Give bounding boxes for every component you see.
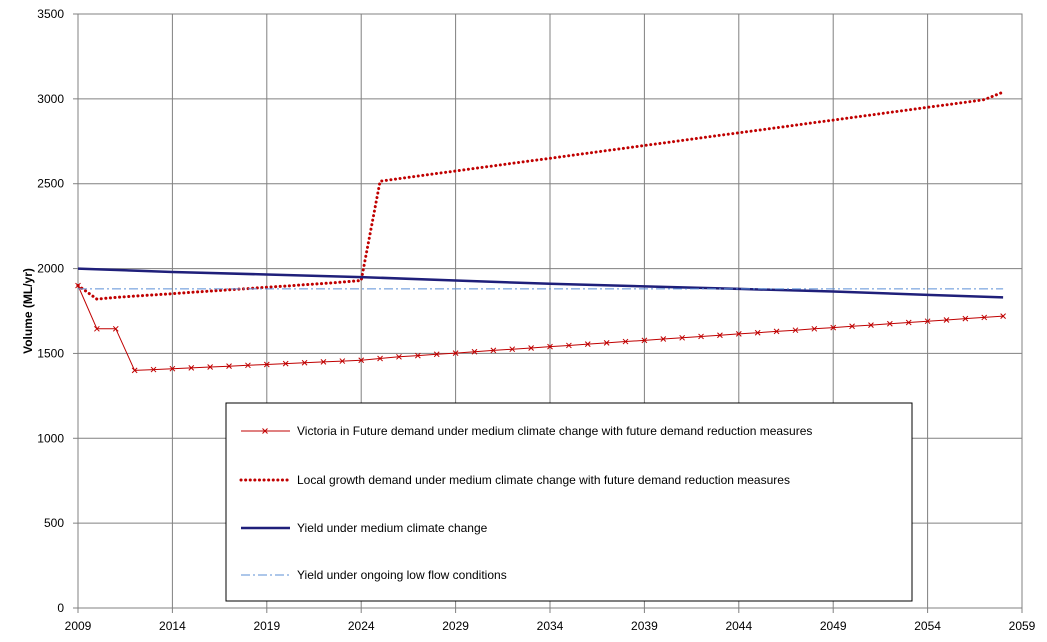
- data-point: [830, 324, 837, 331]
- y-tick-label: 3500: [37, 7, 64, 21]
- x-tick-label: 2009: [65, 619, 92, 633]
- data-point: [622, 338, 629, 345]
- data-point: [169, 365, 176, 372]
- y-tick-label: 2500: [37, 177, 64, 191]
- x-tick-label: 2044: [725, 619, 752, 633]
- y-tick-label: 500: [44, 516, 64, 530]
- x-tick-label: 2014: [159, 619, 186, 633]
- y-tick-label: 1000: [37, 431, 64, 445]
- data-point: [886, 320, 893, 327]
- legend-entry-2: Local growth demand under medium climate…: [297, 473, 790, 487]
- data-point: [377, 355, 383, 362]
- data-point: [905, 319, 912, 326]
- data-point: [528, 345, 534, 351]
- data-point: [188, 365, 195, 371]
- x-tick-label: 2049: [820, 619, 847, 633]
- y-tick-label: 1500: [37, 346, 64, 360]
- data-point: [792, 327, 799, 334]
- x-tick-label: 2019: [253, 619, 280, 633]
- data-point: [207, 364, 214, 370]
- data-point: [943, 317, 950, 323]
- data-point: [131, 367, 138, 374]
- data-point: [1000, 313, 1006, 319]
- data-point: [566, 342, 572, 349]
- data-point: [849, 323, 855, 330]
- data-point: [735, 331, 742, 337]
- data-point: [717, 332, 723, 339]
- data-point: [471, 348, 478, 355]
- legend: Victoria in Future demand under medium c…: [225, 402, 913, 602]
- data-point: [226, 363, 232, 370]
- data-point: [320, 359, 327, 365]
- data-point: [962, 315, 969, 322]
- legend-marker: [262, 428, 268, 434]
- data-point: [150, 366, 157, 373]
- data-point: [698, 333, 704, 340]
- data-point: [94, 325, 100, 332]
- data-point: [773, 328, 780, 335]
- data-point: [339, 358, 346, 364]
- legend-entry-4: Yield under ongoing low flow conditions: [297, 568, 507, 582]
- data-point: [603, 340, 610, 346]
- y-tick-label: 2000: [37, 262, 64, 276]
- data-point: [547, 343, 553, 350]
- data-point: [924, 318, 931, 325]
- data-point: [245, 362, 251, 369]
- data-point: [868, 322, 874, 328]
- data-point: [660, 336, 667, 342]
- data-point: [282, 360, 289, 367]
- data-point: [811, 325, 818, 332]
- data-point: [981, 314, 988, 321]
- y-axis-ticks: 0 500 1000 1500 2000 2500 3000 3500: [37, 7, 78, 615]
- x-tick-label: 2039: [631, 619, 658, 633]
- data-point: [490, 347, 497, 354]
- data-point: [433, 351, 440, 358]
- y-tick-label: 3000: [37, 92, 64, 106]
- series-line-3: [77, 267, 1004, 299]
- legend-entry-3: Yield under medium climate change: [297, 521, 488, 535]
- data-point: [358, 357, 365, 364]
- series-line-2: [76, 90, 1005, 301]
- x-tick-label: 2034: [537, 619, 564, 633]
- data-point: [584, 341, 591, 347]
- data-point: [679, 334, 686, 341]
- x-tick-label: 2024: [348, 619, 375, 633]
- x-tick-label: 2054: [914, 619, 941, 633]
- data-point: [263, 361, 270, 368]
- data-point: [509, 346, 516, 353]
- y-tick-label: 0: [57, 601, 64, 615]
- x-tick-label: 2059: [1009, 619, 1036, 633]
- data-point: [754, 329, 761, 336]
- data-point: [414, 352, 421, 359]
- data-point: [641, 337, 648, 344]
- data-point: [452, 350, 459, 356]
- series-line-1: [77, 285, 1004, 371]
- legend-entry-1: Victoria in Future demand under medium c…: [297, 424, 812, 438]
- x-axis-ticks: 2009 2014 2019 2024 2029 2034 2039 2044 2049 2054…: [65, 608, 1036, 633]
- data-point: [396, 353, 402, 360]
- data-point: [301, 359, 308, 366]
- y-axis-label: Volume (ML/yr): [21, 268, 35, 354]
- data-point: [112, 325, 119, 332]
- legend-box: [225, 402, 913, 602]
- x-tick-label: 2029: [442, 619, 469, 633]
- series-lines: [75, 90, 1006, 374]
